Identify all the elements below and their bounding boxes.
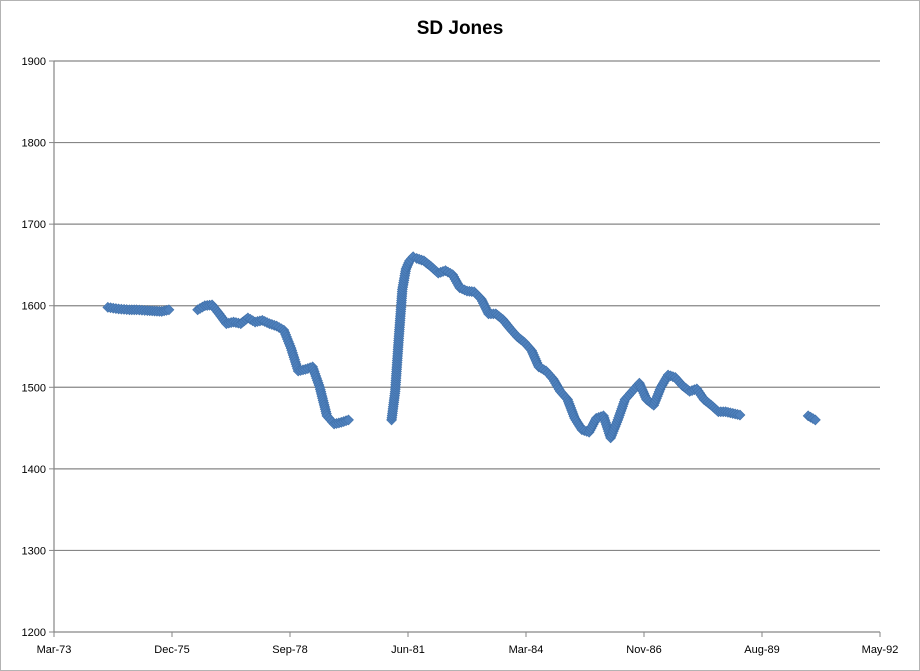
y-tick-label: 1200 (22, 627, 46, 639)
gridlines (54, 60, 880, 552)
data-point (809, 414, 821, 426)
x-tick-label: Aug-89 (744, 644, 779, 656)
x-tick-label: Mar-73 (37, 644, 72, 656)
data-point (343, 414, 354, 426)
y-axis-tick-labels: 1200 1300 1400 1500 1600 1700 1800 1900 (22, 56, 46, 639)
x-tick-label: Mar-84 (509, 644, 544, 656)
y-tick-label: 1300 (22, 545, 46, 557)
data-point (734, 409, 746, 421)
axes (49, 60, 881, 637)
x-tick-label: May-92 (862, 644, 899, 656)
data-point (163, 304, 175, 316)
x-tick-label: Jun-81 (391, 644, 425, 656)
y-tick-label: 1500 (22, 382, 46, 394)
y-tick-label: 1900 (22, 56, 46, 68)
chart-title: SD Jones (416, 18, 504, 39)
x-tick-label: Dec-75 (154, 644, 189, 656)
y-tick-label: 1800 (22, 138, 46, 150)
x-axis-tick-labels: Mar-73 Dec-75 Sep-78 Jun-81 Mar-84 Nov-86 Aug-… (37, 644, 899, 656)
y-tick-label: 1600 (22, 301, 46, 313)
y-tick-label: 1700 (22, 219, 46, 231)
data-points (102, 251, 821, 444)
y-tick-label: 1400 (22, 464, 46, 476)
x-tick-label: Nov-86 (626, 644, 661, 656)
x-tick-label: Sep-78 (272, 644, 307, 656)
